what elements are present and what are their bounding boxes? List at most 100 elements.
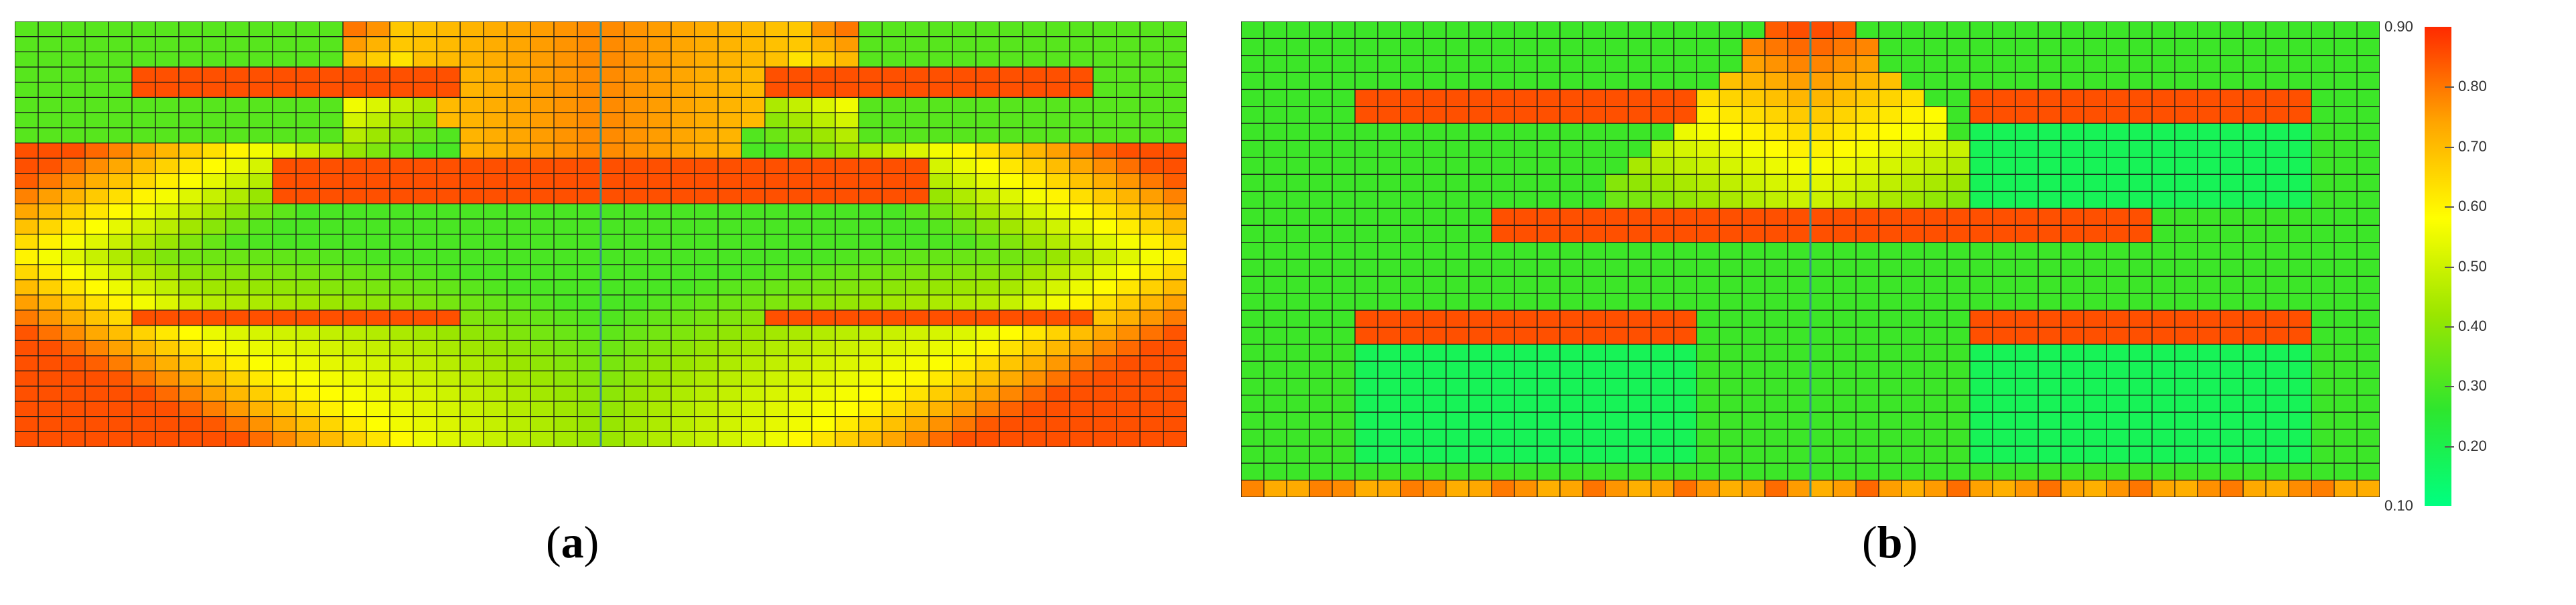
heatmap-cell bbox=[1651, 480, 1674, 497]
heatmap-cell bbox=[1742, 395, 1766, 413]
heatmap-cell bbox=[366, 386, 390, 402]
heatmap-cell bbox=[812, 113, 836, 129]
heatmap-cell bbox=[1469, 72, 1492, 90]
heatmap-cell bbox=[2289, 412, 2312, 429]
heatmap-cell bbox=[132, 431, 156, 447]
heatmap-cell bbox=[1469, 225, 1492, 243]
heatmap-cell bbox=[1140, 371, 1164, 387]
heatmap-cell bbox=[1697, 191, 1720, 209]
heatmap-cell bbox=[788, 249, 812, 265]
heatmap-cell bbox=[62, 401, 86, 417]
heatmap-cell bbox=[226, 52, 250, 68]
heatmap-cell bbox=[296, 143, 320, 159]
heatmap-cell bbox=[1697, 38, 1720, 56]
heatmap-cell bbox=[273, 386, 297, 402]
heatmap-cell bbox=[648, 36, 672, 52]
heatmap-cell bbox=[109, 36, 133, 52]
heatmap-cell bbox=[15, 204, 39, 220]
heatmap-cell bbox=[132, 249, 156, 265]
heatmap-cell bbox=[1023, 325, 1047, 341]
heatmap-cell bbox=[1970, 344, 1993, 362]
heatmap-cell bbox=[2334, 208, 2358, 226]
heatmap-cell bbox=[2175, 55, 2198, 73]
heatmap-cell bbox=[1674, 208, 1697, 226]
heatmap-cell bbox=[1810, 361, 1834, 379]
heatmap-cell bbox=[15, 173, 39, 189]
heatmap-cell bbox=[882, 325, 906, 341]
heatmap-cell bbox=[741, 143, 766, 159]
heatmap-cell bbox=[38, 52, 62, 68]
heatmap-cell bbox=[366, 355, 390, 372]
heatmap-cell bbox=[1401, 480, 1424, 497]
heatmap-cell bbox=[2061, 463, 2084, 481]
heatmap-cell bbox=[109, 371, 133, 387]
heatmap-cell bbox=[460, 234, 484, 250]
heatmap-cell bbox=[1993, 38, 2016, 56]
heatmap-cell bbox=[1674, 106, 1697, 124]
heatmap-cell bbox=[1742, 446, 1766, 464]
heatmap-cell bbox=[202, 386, 226, 402]
heatmap-cell bbox=[671, 264, 695, 280]
heatmap-cell bbox=[2015, 259, 2039, 277]
heatmap-cell bbox=[273, 234, 297, 250]
heatmap-cell bbox=[1140, 21, 1164, 38]
heatmap-cell bbox=[1355, 225, 1378, 243]
caption-b: (b) bbox=[1862, 517, 1918, 567]
heatmap-cell bbox=[202, 249, 226, 265]
heatmap-cell bbox=[1970, 38, 1993, 56]
heatmap-cell bbox=[484, 355, 508, 372]
heatmap-cell bbox=[1378, 463, 1401, 481]
heatmap-cell bbox=[1947, 395, 1971, 413]
heatmap-cell bbox=[835, 204, 859, 220]
heatmap-cell bbox=[1583, 429, 1606, 447]
heatmap-cell bbox=[1046, 234, 1070, 250]
heatmap-cell bbox=[1970, 242, 1993, 260]
heatmap-cell bbox=[1140, 204, 1164, 220]
heatmap-cell bbox=[835, 249, 859, 265]
heatmap-cell bbox=[1810, 446, 1834, 464]
heatmap-cell bbox=[1856, 140, 1879, 158]
heatmap-cell bbox=[2106, 259, 2130, 277]
heatmap-cell bbox=[1537, 157, 1561, 175]
heatmap-cell bbox=[155, 234, 180, 250]
heatmap-cell bbox=[1605, 259, 1629, 277]
heatmap-cell bbox=[1970, 480, 1993, 497]
heatmap-cell bbox=[1401, 72, 1424, 90]
heatmap-cell bbox=[249, 386, 273, 402]
heatmap-cell bbox=[648, 371, 672, 387]
heatmap-cell bbox=[859, 127, 883, 143]
heatmap-cell bbox=[695, 52, 719, 68]
heatmap-cell bbox=[366, 158, 390, 174]
heatmap-cell bbox=[2311, 276, 2335, 294]
heatmap-cell bbox=[273, 113, 297, 129]
heatmap-cell bbox=[906, 234, 930, 250]
heatmap-cell bbox=[1742, 106, 1766, 124]
heatmap-cell bbox=[132, 143, 156, 159]
heatmap-cell bbox=[648, 67, 672, 83]
heatmap-cell bbox=[624, 295, 648, 311]
heatmap-cell bbox=[1674, 259, 1697, 277]
heatmap-cell bbox=[1765, 225, 1788, 243]
heatmap-cell bbox=[15, 143, 39, 159]
heatmap-cell bbox=[695, 218, 719, 234]
heatmap-cell bbox=[1140, 325, 1164, 341]
heatmap-cell bbox=[2038, 225, 2062, 243]
heatmap-cell bbox=[1879, 106, 1902, 124]
heatmap-cell bbox=[132, 158, 156, 174]
heatmap-cell bbox=[273, 264, 297, 280]
heatmap-cell bbox=[2175, 174, 2198, 192]
heatmap-cell bbox=[1947, 208, 1971, 226]
heatmap-cell bbox=[273, 310, 297, 326]
heatmap-cell bbox=[38, 386, 62, 402]
heatmap-cell bbox=[2084, 106, 2107, 124]
heatmap-cell bbox=[554, 97, 578, 113]
heatmap-cell bbox=[1140, 279, 1164, 295]
heatmap-cell bbox=[2061, 106, 2084, 124]
heatmap-cell bbox=[2152, 344, 2175, 362]
heatmap-cell bbox=[2061, 38, 2084, 56]
heatmap-cell bbox=[1469, 157, 1492, 175]
heatmap-cell bbox=[1355, 463, 1378, 481]
heatmap-cell bbox=[999, 188, 1023, 204]
heatmap-cell bbox=[413, 310, 437, 326]
heatmap-cell bbox=[2084, 38, 2107, 56]
